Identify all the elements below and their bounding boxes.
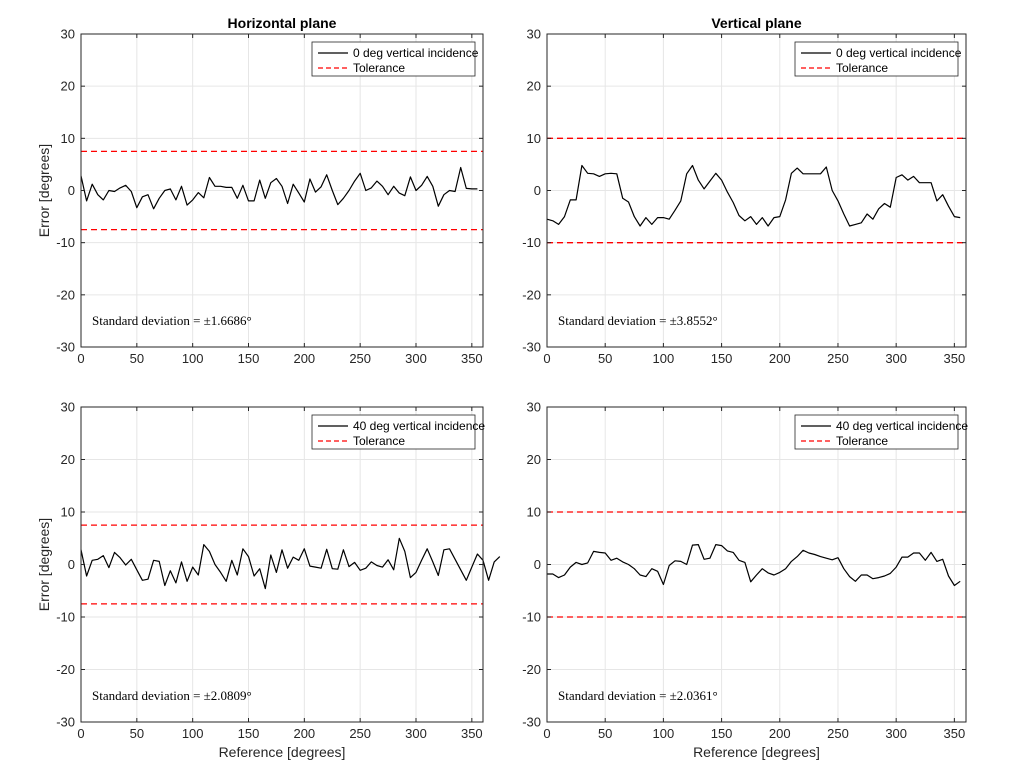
x-tick-label: 50 [130,351,144,366]
y-tick-label: -20 [522,287,541,302]
x-tick-label: 250 [827,726,849,741]
series-line [546,164,961,227]
x-tick-label: 200 [293,351,315,366]
y-tick-label: 10 [61,505,75,520]
x-tick-label: 150 [711,726,733,741]
x-tick-label: 250 [349,351,371,366]
y-tick-label: -10 [56,235,75,250]
x-tick-label: 350 [944,351,966,366]
y-tick-label: 10 [61,131,75,146]
legend-box [794,41,959,77]
x-tick-label: 50 [598,351,612,366]
x-tick-label: 300 [885,726,907,741]
x-tick-label: 0 [543,726,550,741]
x-tick-label: 200 [769,726,791,741]
y-tick-label: -10 [522,235,541,250]
std-deviation-annotation: Standard deviation = ±2.0809° [92,688,252,703]
legend-box [311,414,476,450]
x-tick-label: 300 [405,726,427,741]
y-tick-label: 0 [68,183,75,198]
legend-entry: Tolerance [353,434,405,448]
legend-box [311,41,476,77]
x-tick-label: 150 [711,351,733,366]
x-tick-label: 0 [77,726,84,741]
legend-entry: Tolerance [836,434,888,448]
x-tick-label: 0 [77,351,84,366]
y-tick-label: 0 [534,183,541,198]
x-tick-label: 350 [461,726,483,741]
series-line [80,166,478,210]
legend-entry: Tolerance [353,61,405,75]
y-axis-label: Error [degrees] [36,518,52,611]
x-tick-label: 50 [598,726,612,741]
chart-panel-4: 0 50 100 150 200 250 300 3503020100-10-20-30Ref… [522,400,968,761]
y-tick-label: -20 [522,662,541,677]
chart-panel-1: 0 50 100 150 200 250 300 3503020100-10-20-30Hor… [36,15,484,366]
x-tick-label: 250 [827,351,849,366]
y-tick-label: 10 [527,131,541,146]
y-tick-label: 10 [527,505,541,520]
legend-box [794,414,959,450]
y-tick-label: 30 [527,27,541,42]
chart-title: Horizontal plane [228,15,337,31]
x-tick-label: 150 [238,351,260,366]
x-tick-label: 100 [653,351,675,366]
y-tick-label: -30 [522,340,541,355]
legend-entry: 0 deg vertical incidence [836,46,962,60]
chart-panel-3: 0 50 100 150 200 250 300 3503020100-10-20-30Ref… [36,400,501,760]
x-tick-label: 350 [461,351,483,366]
chart-panel-2: 0 50 100 150 200 250 300 3503020100-10-20-30Ver… [522,15,967,366]
x-axis-label: Reference [degrees] [219,744,346,760]
y-tick-label: -20 [56,287,75,302]
legend-entry: 40 deg vertical incidence [836,419,968,433]
x-axis-label: Reference [degrees] [693,744,820,760]
y-tick-label: 30 [527,400,541,415]
x-tick-label: 100 [182,726,204,741]
x-tick-label: 200 [293,726,315,741]
y-tick-label: -10 [56,610,75,625]
std-deviation-annotation: Standard deviation = ±3.8552° [558,313,718,328]
chart-title: Vertical plane [711,15,801,31]
x-tick-label: 350 [944,726,966,741]
y-tick-label: 20 [61,452,75,467]
x-tick-label: 100 [182,351,204,366]
y-tick-label: 20 [61,79,75,94]
std-deviation-annotation: Standard deviation = ±1.6686° [92,313,252,328]
y-tick-label: -10 [522,610,541,625]
series-line [547,543,961,587]
x-tick-label: 250 [349,726,371,741]
y-tick-label: 0 [534,557,541,572]
y-tick-label: -30 [522,715,541,730]
x-tick-label: 100 [653,726,675,741]
y-tick-label: 20 [527,452,541,467]
y-tick-label: 30 [61,400,75,415]
y-tick-label: 20 [527,79,541,94]
y-tick-label: -20 [56,662,75,677]
legend-entry: 40 deg vertical incidence [353,419,485,433]
x-tick-label: 150 [238,726,260,741]
y-tick-label: 0 [68,557,75,572]
x-tick-label: 300 [885,351,907,366]
y-tick-label: 30 [61,27,75,42]
legend-entry: Tolerance [836,61,888,75]
legend-entry: 0 deg vertical incidence [353,46,479,60]
y-tick-label: -30 [56,715,75,730]
x-tick-label: 300 [405,351,427,366]
y-axis-label: Error [degrees] [36,144,52,237]
y-tick-label: -30 [56,340,75,355]
x-tick-label: 200 [769,351,791,366]
series-line [80,537,501,590]
x-tick-label: 0 [543,351,550,366]
std-deviation-annotation: Standard deviation = ±2.0361° [558,688,718,703]
x-tick-label: 50 [130,726,144,741]
